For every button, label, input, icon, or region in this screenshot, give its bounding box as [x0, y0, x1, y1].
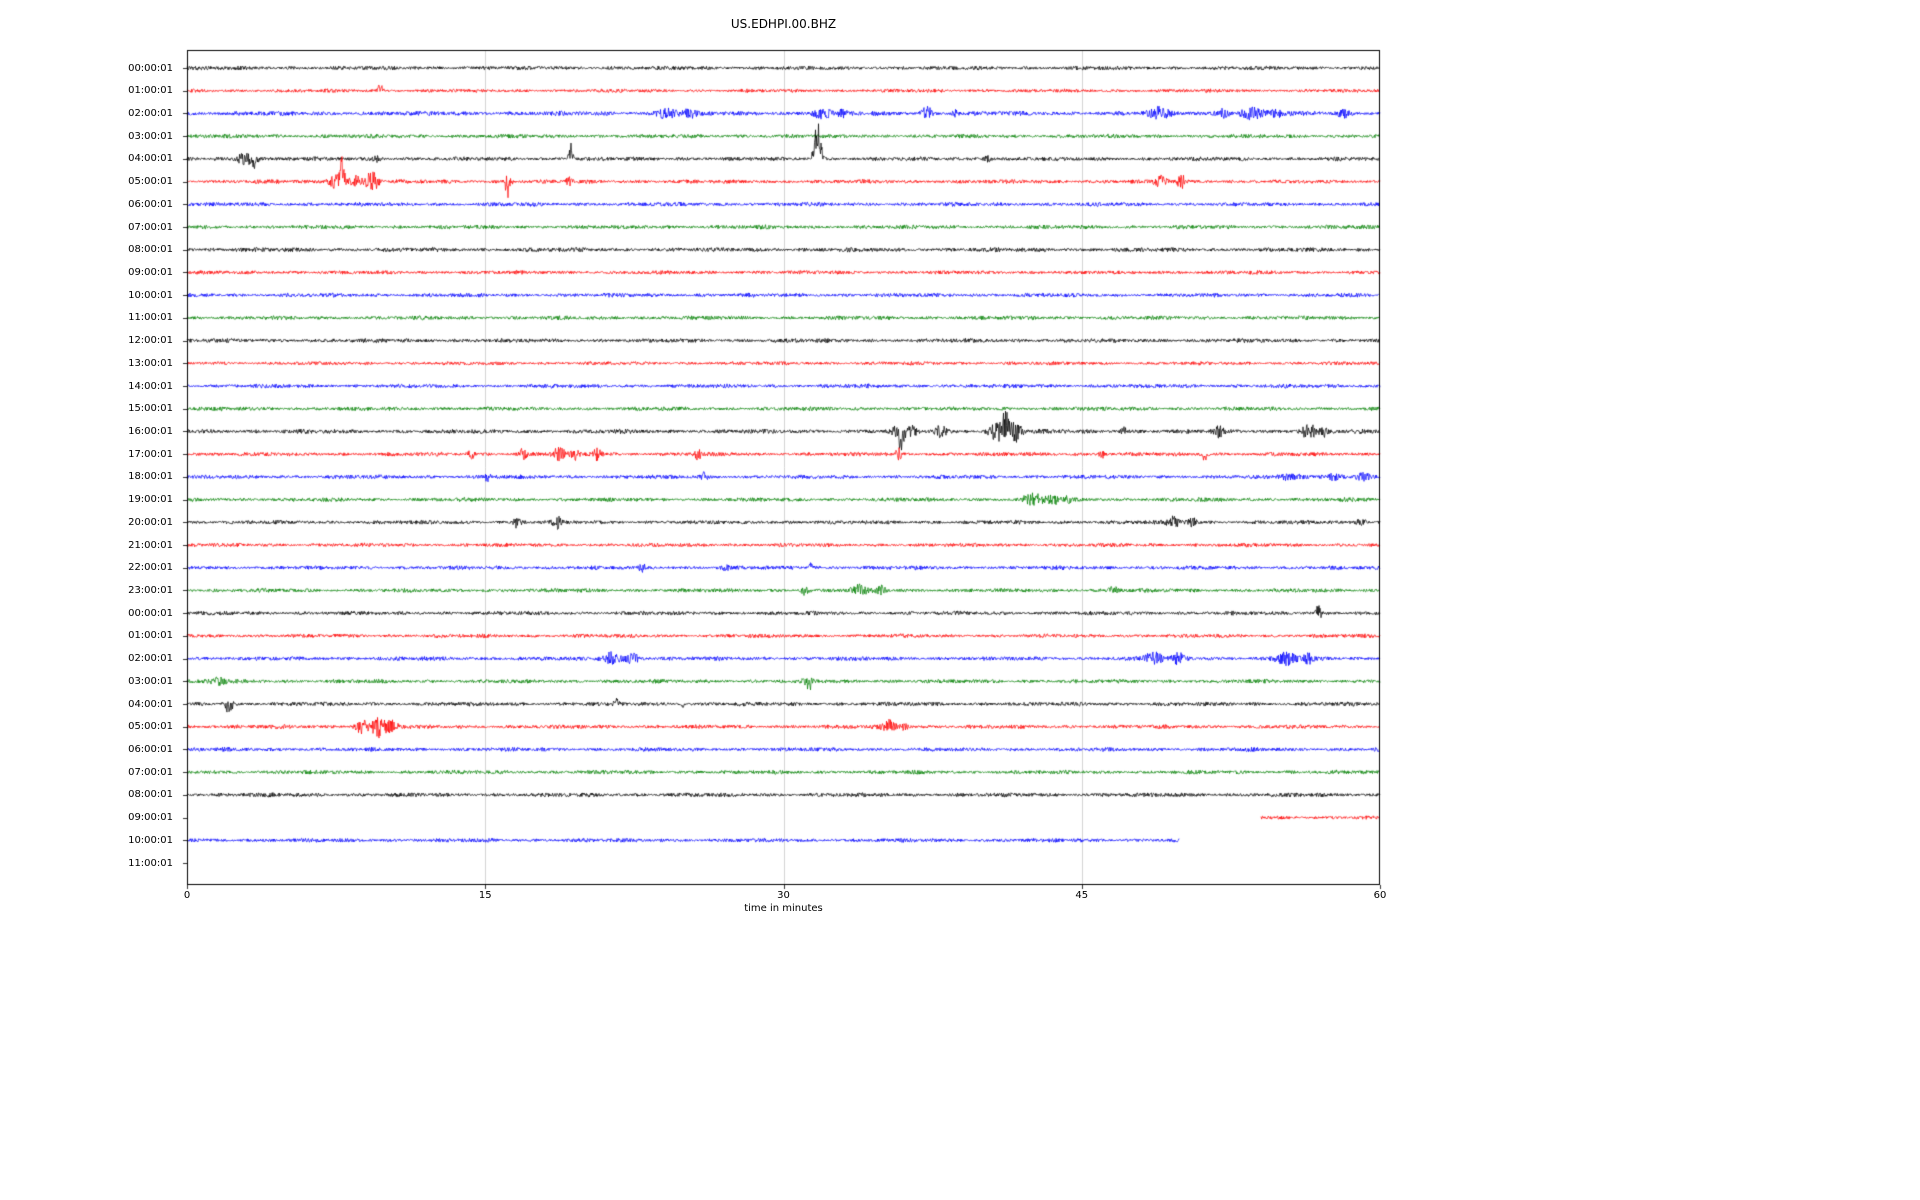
row-label: 11:00:01 — [128, 312, 173, 324]
row-label: 00:00:01 — [128, 62, 173, 74]
row-label: 08:00:01 — [128, 789, 173, 801]
row-label: 09:00:01 — [128, 812, 173, 824]
row-label: 02:00:01 — [128, 107, 173, 119]
row-label: 16:00:01 — [128, 425, 173, 437]
row-label: 19:00:01 — [128, 494, 173, 506]
row-label: 07:00:01 — [128, 221, 173, 233]
row-label: 08:00:01 — [128, 244, 173, 256]
row-label: 21:00:01 — [128, 539, 173, 551]
x-axis-tick-label: 30 — [777, 890, 790, 901]
x-axis-tick-label: 0 — [183, 890, 191, 901]
row-label: 15:00:01 — [128, 403, 173, 415]
x-axis-tick-label: 60 — [1373, 890, 1387, 901]
row-label: 02:00:01 — [128, 653, 173, 665]
row-label: 12:00:01 — [128, 335, 173, 347]
x-axis-tick-label: 15 — [478, 890, 492, 901]
row-label: 09:00:01 — [128, 266, 173, 278]
chart-title: US.EDHPI.00.BHZ — [730, 17, 837, 31]
row-label: 05:00:01 — [128, 721, 173, 733]
row-label: 00:00:01 — [128, 607, 173, 619]
x-axis-tick-label: 45 — [1075, 890, 1089, 901]
row-label: 03:00:01 — [128, 675, 173, 687]
row-label: 01:00:01 — [128, 630, 173, 642]
row-label: 07:00:01 — [128, 766, 173, 778]
row-label: 06:00:01 — [128, 743, 173, 755]
row-label: 10:00:01 — [128, 289, 173, 301]
row-label: 22:00:01 — [128, 562, 173, 574]
row-label: 01:00:01 — [128, 85, 173, 97]
row-label: 11:00:01 — [128, 857, 173, 869]
row-label: 13:00:01 — [128, 357, 173, 369]
row-label: 20:00:01 — [128, 516, 173, 528]
row-label: 04:00:01 — [128, 153, 173, 165]
row-label: 03:00:01 — [128, 130, 173, 142]
row-label: 10:00:01 — [128, 834, 173, 846]
row-label: 04:00:01 — [128, 698, 173, 710]
row-label: 14:00:01 — [128, 380, 173, 392]
row-label: 17:00:01 — [128, 448, 173, 460]
row-label: 18:00:01 — [128, 471, 173, 483]
x-axis-label: time in minutes — [744, 903, 823, 914]
row-label: 06:00:01 — [128, 198, 173, 210]
row-label: 23:00:01 — [128, 584, 173, 596]
row-label: 05:00:01 — [128, 176, 173, 188]
